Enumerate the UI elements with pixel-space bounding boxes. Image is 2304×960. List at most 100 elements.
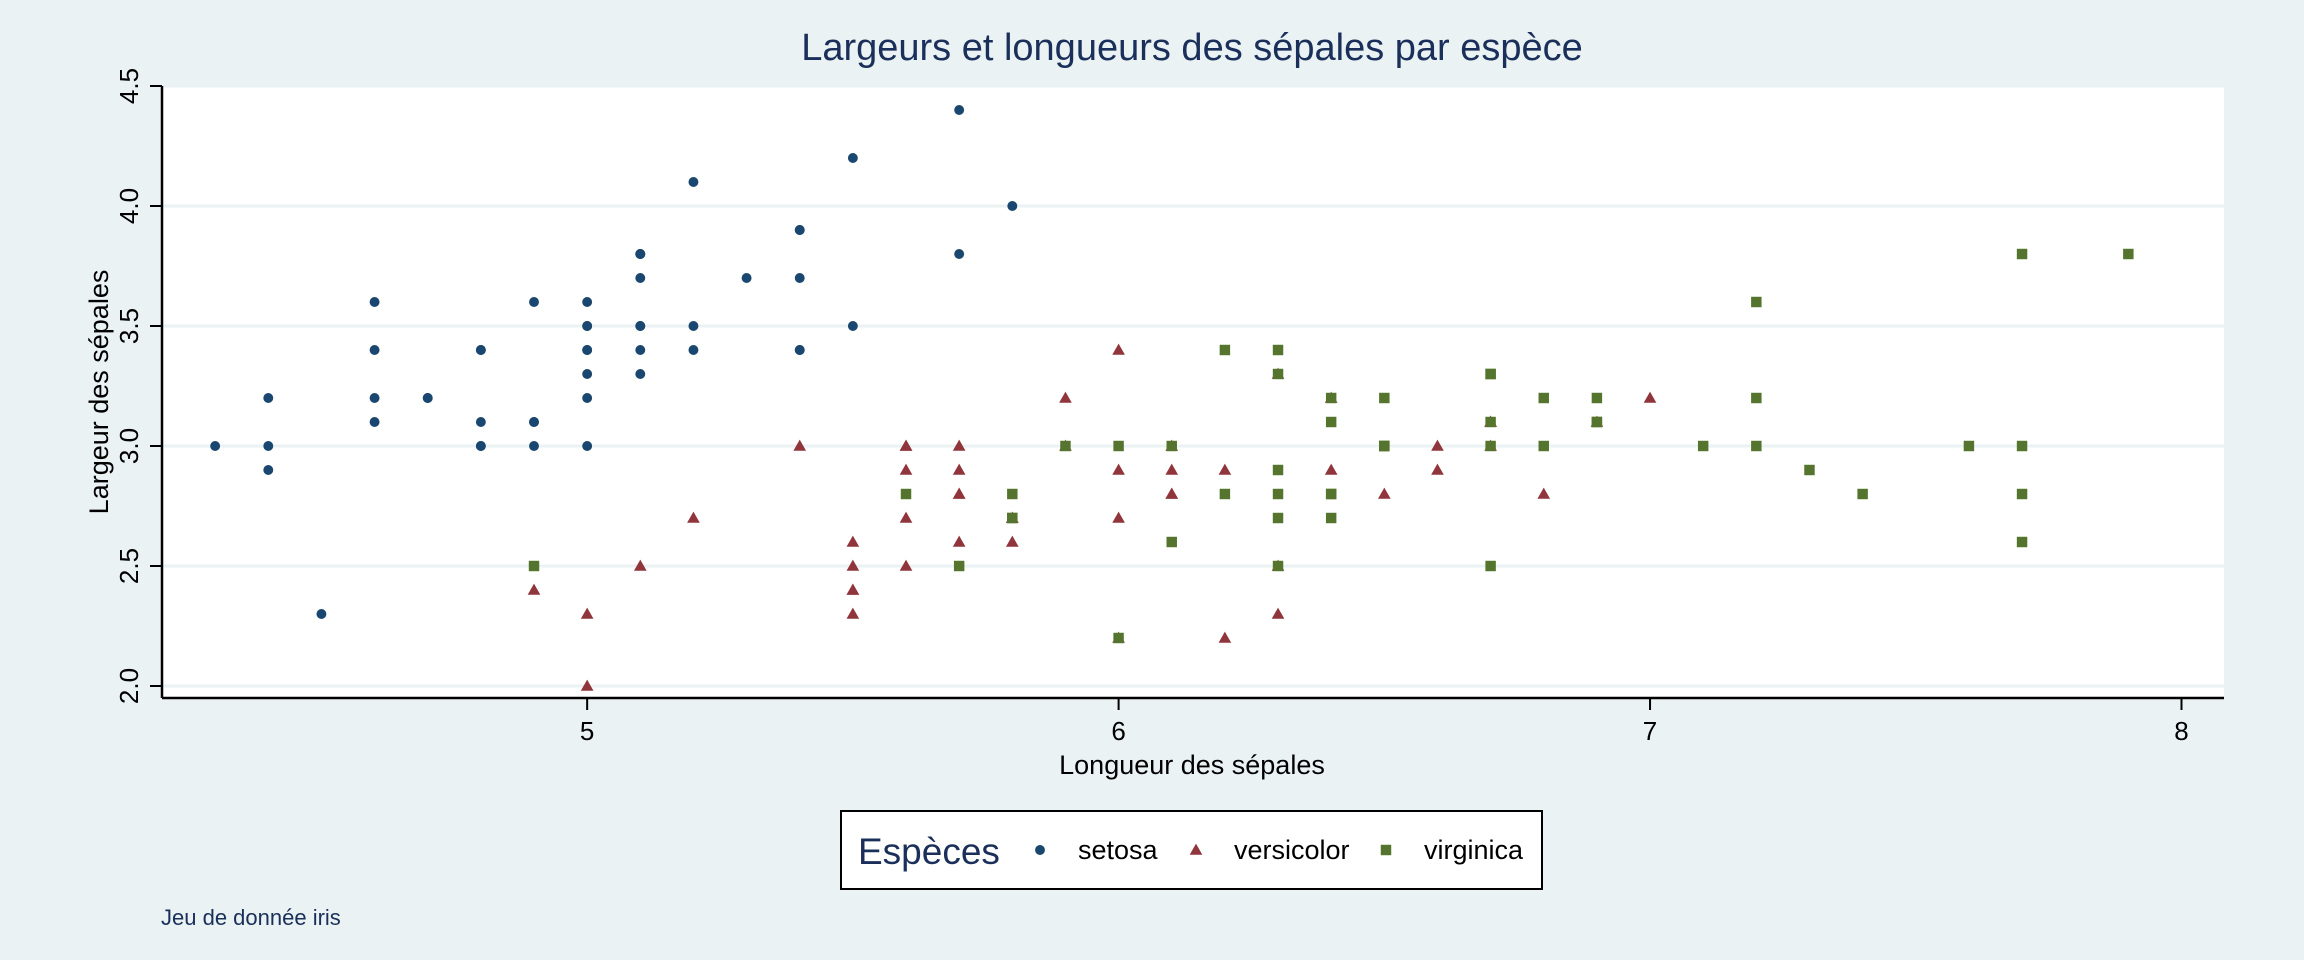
data-point-versicolor [1112,511,1125,523]
data-point-virginica [1060,440,1071,452]
data-point-setosa [847,321,858,331]
data-point-versicolor [952,439,966,451]
data-point-virginica [1485,368,1496,380]
data-point-versicolor [1005,535,1019,547]
data-point-virginica [1751,296,1762,308]
data-point-virginica [900,488,912,500]
data-point-virginica [1272,488,1284,500]
data-point-virginica [1219,344,1231,356]
data-point-virginica [1113,632,1124,644]
data-points [210,105,2134,691]
data-point-setosa [475,417,486,427]
data-point-versicolor [952,535,966,547]
data-point-virginica [1751,392,1762,404]
data-point-virginica [1485,440,1496,452]
y-tick-label: 2.0 [114,668,144,704]
data-point-setosa [688,177,699,187]
data-point-setosa [688,321,699,331]
grid-lines [162,84,2224,688]
data-point-setosa [369,393,380,403]
x-axis-label: Longueur des sépales [1059,750,1325,780]
data-point-virginica [1591,416,1603,428]
x-tick-label: 5 [580,716,594,746]
legend-title: Espèces [858,831,1000,872]
data-point-virginica [1379,440,1390,452]
data-point-versicolor [846,559,860,571]
legend-label-versicolor: versicolor [1234,835,1350,865]
data-point-versicolor [633,559,647,571]
data-point-setosa [794,345,805,355]
data-point-versicolor [952,463,966,475]
data-point-versicolor [580,607,594,619]
data-point-setosa [582,393,593,403]
data-point-virginica [1485,416,1496,428]
data-point-virginica [1804,464,1815,476]
plot-area [162,86,2224,698]
data-point-setosa [635,369,646,379]
data-point-virginica [1166,536,1177,548]
data-point-setosa [847,153,858,163]
data-point-setosa [582,321,593,331]
data-point-versicolor [1165,487,1179,499]
data-point-setosa [635,345,646,355]
data-point-versicolor [846,583,860,595]
data-point-versicolor [1059,391,1072,403]
data-point-virginica [1007,488,1018,500]
data-point-setosa [369,297,380,307]
data-point-versicolor [1377,487,1391,499]
data-point-versicolor [1165,463,1179,475]
data-point-setosa [794,225,805,235]
data-point-setosa [688,345,699,355]
data-point-virginica [1272,560,1284,572]
data-point-virginica [1751,440,1762,452]
data-point-setosa [263,465,274,475]
data-point-versicolor [1218,631,1232,643]
data-point-setosa [635,273,646,283]
data-point-virginica [2123,248,2134,260]
data-point-virginica [1007,512,1018,524]
data-point-versicolor [580,679,594,691]
data-point-virginica [1325,488,1337,500]
data-point-versicolor [527,583,541,595]
legend-label-setosa: setosa [1078,835,1159,865]
data-point-setosa [422,393,433,403]
data-point-versicolor [1431,439,1444,451]
x-tick-label: 8 [2174,716,2188,746]
data-point-setosa [529,297,539,307]
data-point-virginica [2016,536,2028,548]
data-point-versicolor [1112,463,1125,475]
data-point-setosa [369,417,380,427]
data-point-setosa [582,369,593,379]
data-point-versicolor [1218,463,1232,475]
data-point-versicolor [1431,463,1444,475]
data-point-virginica [1697,440,1709,452]
data-point-virginica [2016,488,2028,500]
data-point-virginica [2016,248,2028,260]
data-point-virginica [953,560,965,572]
data-point-versicolor [899,511,913,523]
data-point-setosa [263,393,274,403]
data-point-setosa [954,249,965,259]
legend-label-virginica: virginica [1424,835,1524,865]
data-point-versicolor [687,511,700,523]
data-point-virginica [2016,440,2028,452]
data-point-versicolor [1112,343,1125,355]
data-point-virginica [1166,440,1177,452]
data-point-virginica [1219,488,1231,500]
data-point-setosa [582,345,593,355]
y-tick-label: 4.0 [114,188,144,224]
data-point-setosa [529,417,539,427]
y-tick-label: 2.5 [114,548,144,584]
x-tick-label: 6 [1111,716,1125,746]
data-point-versicolor [899,439,913,451]
data-point-versicolor [899,463,913,475]
data-point-setosa [794,273,805,283]
data-point-virginica [1272,464,1284,476]
y-tick-label: 4.5 [114,68,144,104]
y-tick-label: 3.5 [114,308,144,344]
legend-marker-setosa [1035,845,1045,855]
data-point-setosa [635,249,646,259]
data-point-virginica [528,560,540,572]
data-point-setosa [475,441,486,451]
data-point-setosa [582,297,593,307]
